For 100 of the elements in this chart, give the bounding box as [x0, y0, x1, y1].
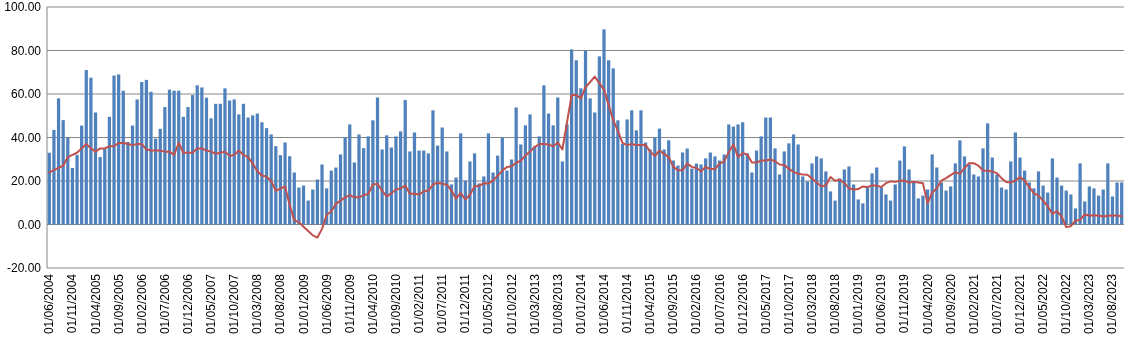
bar: [440, 127, 444, 225]
bar: [130, 125, 135, 225]
x-tick-label: 01/12/2011: [458, 273, 473, 334]
bar: [787, 143, 791, 225]
y-tick-label: -20.00: [6, 261, 42, 276]
x-tick-label: 01/04/2005: [88, 273, 103, 335]
bar: [542, 85, 546, 225]
x-tick-label: 01/08/2018: [828, 273, 843, 335]
bar: [472, 153, 477, 225]
bar: [204, 97, 209, 225]
bar: [856, 199, 860, 225]
bar: [56, 98, 61, 225]
bar: [112, 75, 116, 225]
bar: [939, 182, 944, 225]
bar: [348, 124, 352, 225]
bar: [861, 203, 865, 225]
x-tick-label: 01/10/2017: [781, 273, 796, 335]
bar: [967, 164, 971, 225]
bar: [200, 87, 204, 225]
bar: [357, 134, 361, 225]
x-tick-label: 01/08/2008: [273, 273, 288, 335]
x-tick-label: 01/07/2011: [435, 273, 450, 334]
bar: [509, 159, 514, 225]
bar: [791, 134, 796, 225]
bar: [796, 144, 800, 225]
bar: [269, 134, 273, 225]
x-tick-label: 01/03/2013: [527, 273, 542, 335]
bar: [847, 166, 851, 225]
bar: [195, 85, 199, 225]
bar: [412, 132, 417, 225]
bar: [486, 133, 491, 225]
bar: [1092, 188, 1096, 225]
bar: [898, 160, 902, 225]
x-tick-label: 01/08/2023: [1105, 273, 1120, 335]
bar: [1036, 171, 1041, 225]
bar: [283, 142, 287, 225]
x-tick-label: 01/07/2006: [157, 273, 172, 335]
bar: [588, 98, 592, 225]
bar: [727, 124, 731, 225]
x-tick-label: 01/04/2015: [643, 273, 658, 335]
x-tick-label: 01/12/2006: [180, 273, 195, 335]
x-tick-label: 01/02/2016: [689, 273, 704, 335]
bar: [172, 90, 176, 225]
x-tick-label: 01/09/2015: [666, 273, 681, 335]
x-tick-label: 01/06/2019: [874, 273, 889, 335]
bar: [241, 103, 246, 225]
x-tick-label: 01/08/2013: [550, 273, 565, 335]
bar: [828, 191, 833, 225]
x-tick-label: 01/05/2012: [481, 273, 496, 335]
x-tick-label: 01/09/2005: [111, 273, 126, 335]
bar: [583, 50, 588, 225]
x-tick-label: 01/06/2009: [319, 273, 334, 335]
bar: [574, 60, 578, 225]
bar: [556, 97, 560, 225]
bar: [385, 135, 389, 225]
bar: [653, 137, 657, 225]
bar: [338, 154, 343, 225]
bar: [1064, 190, 1068, 225]
x-tick-label: 01/11/2019: [897, 273, 912, 334]
bar: [902, 146, 907, 225]
x-tick-label: 01/06/2004: [42, 273, 57, 335]
x-tick-label: 01/02/2011: [412, 273, 427, 334]
y-tick-label: 40.00: [10, 130, 42, 145]
bar: [736, 124, 740, 225]
bar: [398, 131, 403, 225]
x-tick-label: 01/10/2007: [227, 273, 242, 335]
bar: [140, 82, 144, 225]
bar: [167, 89, 172, 225]
bar: [403, 100, 407, 225]
y-tick-label: 20.00: [10, 174, 42, 189]
bar: [371, 120, 375, 225]
x-tick-label: 01/10/2022: [1059, 273, 1074, 335]
line-series: [48, 75, 1123, 239]
bar: [431, 110, 435, 225]
bar: [764, 117, 768, 225]
y-tick-label: 100.00: [4, 0, 42, 15]
x-tick-label: 01/04/2010: [365, 273, 380, 335]
x-tick-label: 01/05/2022: [1036, 273, 1051, 335]
x-tick-label: 01/07/2021: [989, 273, 1004, 335]
bar: [61, 120, 65, 225]
bar: [1115, 182, 1119, 225]
bar: [232, 99, 236, 225]
bar: [320, 164, 324, 225]
y-tick-label: 60.00: [10, 87, 42, 102]
x-tick-label: 01/12/2016: [735, 273, 750, 335]
bar: [1009, 161, 1013, 225]
x-tick-label: 01/02/2021: [966, 273, 981, 335]
y-tick-label: 0.00: [17, 217, 42, 232]
bar: [528, 114, 532, 225]
bar: [311, 189, 315, 225]
x-tick-label: 01/11/2004: [65, 273, 80, 334]
x-tick-label: 01/11/2009: [342, 273, 357, 334]
bar: [514, 107, 518, 225]
x-tick-label: 01/04/2020: [920, 273, 935, 335]
bar: [103, 148, 107, 225]
x-tick-label: 01/02/2006: [134, 273, 149, 335]
x-tick-label: 01/05/2007: [204, 273, 219, 335]
x-tick-label: 01/01/2019: [851, 273, 866, 335]
bar: [754, 150, 759, 225]
bar: [819, 158, 823, 225]
